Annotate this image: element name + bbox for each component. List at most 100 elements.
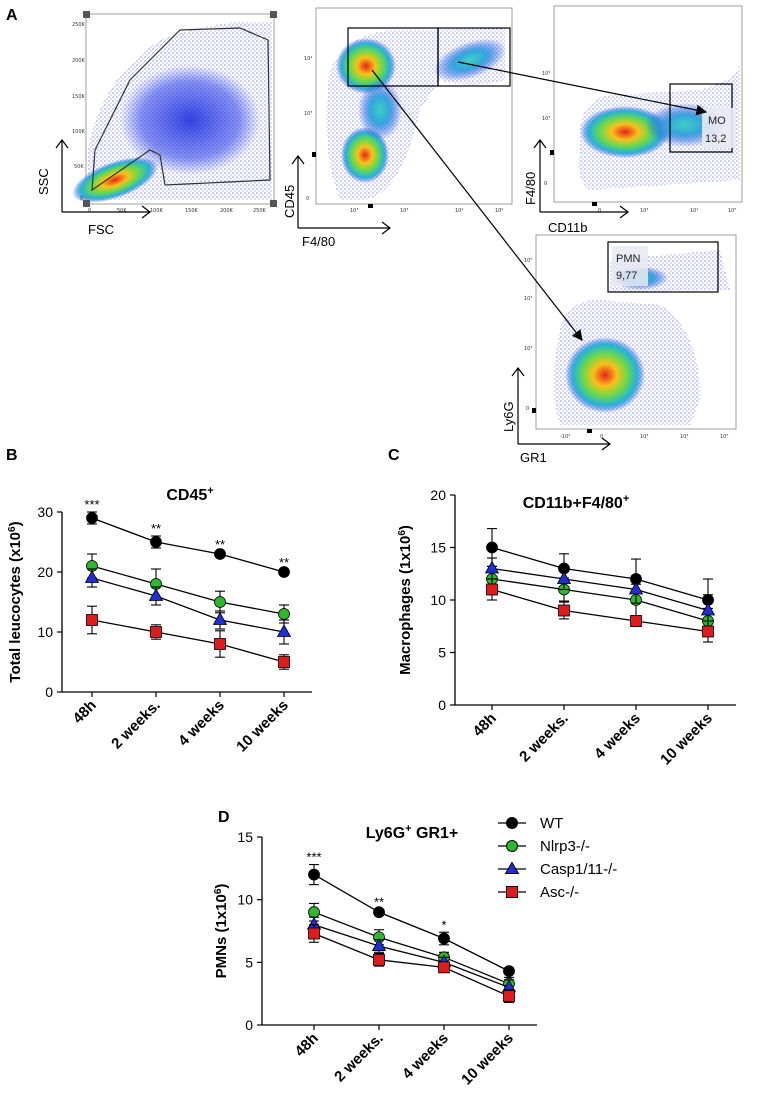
- legend-item-wt: WT: [498, 815, 563, 832]
- series-asc: [86, 605, 290, 670]
- significance-marker: *: [441, 917, 446, 932]
- series-casp1-11: [306, 916, 517, 996]
- y-tick-label: 5: [438, 645, 446, 661]
- ytick-fsc-ssc: 50K: [74, 164, 84, 170]
- xtick-fsc-ssc: 100K: [150, 208, 164, 214]
- chart-cd45: CD45+ Total leucocytes (x106) 0 10 20 30 48h 2 …: [7, 485, 312, 755]
- data-point: [84, 570, 100, 583]
- xtick-fsc-ssc: 150K: [185, 208, 199, 214]
- data-point: [373, 906, 385, 919]
- data-point: [558, 604, 570, 617]
- legend-marker-wt: [506, 817, 518, 829]
- legend-label-nlrp3: Nlrp3-/-: [540, 838, 590, 855]
- svg-text:10³: 10³: [400, 208, 408, 214]
- gate-name-mo: MO: [708, 115, 726, 127]
- y-tick-label: 20: [430, 487, 446, 503]
- axis-label-cd45: CD45: [282, 185, 297, 218]
- chart-title: CD45+: [166, 485, 213, 504]
- y-tick-label: 0: [438, 697, 446, 713]
- series-line: [91, 517, 285, 573]
- data-point: [212, 612, 228, 625]
- gating-arrows: [371, 61, 708, 341]
- axis-label-f480: F4/80: [302, 234, 335, 249]
- data-point: [628, 581, 644, 595]
- data-point: [438, 961, 450, 974]
- data-point: [214, 548, 226, 560]
- x-tick-label: 48h: [70, 697, 100, 727]
- x-tick-label: 10 weeks: [458, 1030, 517, 1089]
- x-tick-label: 48h: [470, 710, 500, 740]
- svg-text:0: 0: [598, 208, 601, 214]
- data-point: [630, 615, 642, 627]
- axis-label-cd11b: CD11b: [548, 220, 588, 235]
- y-tick-label: 10: [430, 592, 446, 608]
- legend-label-casp: Casp1/11-/-: [540, 861, 617, 878]
- svg-text:10⁴: 10⁴: [304, 56, 312, 62]
- x-tick-label: 48h: [292, 1030, 322, 1060]
- x-tick-label: 4 weeks: [399, 1030, 452, 1083]
- svg-text:10⁵: 10⁵: [495, 208, 503, 214]
- axis-label-gr1: GR1: [520, 450, 547, 465]
- data-point: [373, 953, 385, 966]
- data-point: [150, 536, 162, 548]
- series-line: [491, 546, 709, 601]
- data-point: [700, 602, 716, 616]
- xtick-fsc-ssc: 250K: [253, 208, 267, 214]
- chart-pmns: Ly6G+ GR1+ PMNs (1x106) 0 5 10 15 48h 2 weeks. 4…: [213, 823, 537, 1089]
- series-line: [491, 578, 709, 622]
- series-asc: [308, 924, 515, 1003]
- y-tick-label: 0: [245, 1017, 253, 1033]
- y-tick-label: 10: [237, 892, 253, 908]
- series-casp1-11: [484, 557, 716, 627]
- svg-text:10⁵: 10⁵: [720, 434, 728, 440]
- y-axis-label: Macrophages (1x106): [397, 525, 415, 675]
- xtick-fsc-ssc: 0: [88, 208, 91, 214]
- significance-marker: **: [279, 555, 289, 570]
- y-tick-label: 30: [37, 504, 53, 520]
- data-point: [86, 512, 98, 524]
- data-point: [308, 868, 320, 881]
- data-point: [503, 965, 515, 978]
- ytick-fsc-ssc: 250K: [72, 22, 86, 28]
- data-point: [308, 906, 320, 919]
- gate-value-mo: 13,2: [705, 133, 726, 145]
- data-point: [214, 638, 226, 650]
- x-tick-label: 4 weeks: [175, 697, 228, 750]
- y-tick-label: 20: [37, 564, 53, 580]
- xtick-fsc-ssc: 50K: [117, 208, 127, 214]
- panel-letter-c: C: [388, 447, 400, 464]
- ytick-fsc-ssc: 0: [80, 196, 83, 202]
- svg-text:0: 0: [526, 406, 529, 412]
- panel-letter-a: A: [6, 7, 18, 24]
- y-tick-label: 10: [37, 624, 53, 640]
- ytick-fsc-ssc: 150K: [72, 94, 86, 100]
- x-tick-label: 2 weeks.: [516, 710, 572, 766]
- ytick-fsc-ssc: 200K: [72, 58, 86, 64]
- data-point: [86, 614, 98, 626]
- svg-text:10⁴: 10⁴: [680, 434, 688, 440]
- series-nlrp3: [486, 565, 714, 635]
- svg-text:0: 0: [600, 434, 603, 440]
- axis-label-ssc: SSC: [36, 168, 51, 195]
- svg-text:10³: 10³: [304, 111, 312, 117]
- series-line: [313, 924, 510, 989]
- svg-text:10⁴: 10⁴: [542, 71, 550, 77]
- x-tick-label: 2 weeks.: [331, 1030, 387, 1086]
- chart-macrophages: CD11b+F4/80+ Macrophages (1x106) 0 5 10 15 20 4…: [397, 487, 736, 768]
- data-point: [438, 932, 450, 945]
- data-point: [214, 596, 226, 608]
- series-wt: [86, 511, 290, 578]
- legend-label-asc: Asc-/-: [540, 884, 579, 901]
- significance-marker: **: [215, 537, 225, 552]
- series-line: [491, 588, 709, 633]
- series-line: [91, 577, 285, 633]
- svg-text:10⁴: 10⁴: [524, 296, 532, 302]
- data-point: [150, 626, 162, 638]
- significance-marker: ***: [84, 497, 99, 512]
- svg-text:10³: 10³: [542, 116, 550, 122]
- series-asc: [486, 578, 714, 643]
- axis-label-fsc: FSC: [88, 222, 114, 237]
- data-point: [503, 990, 515, 1003]
- xtick-fsc-ssc: 200K: [220, 208, 234, 214]
